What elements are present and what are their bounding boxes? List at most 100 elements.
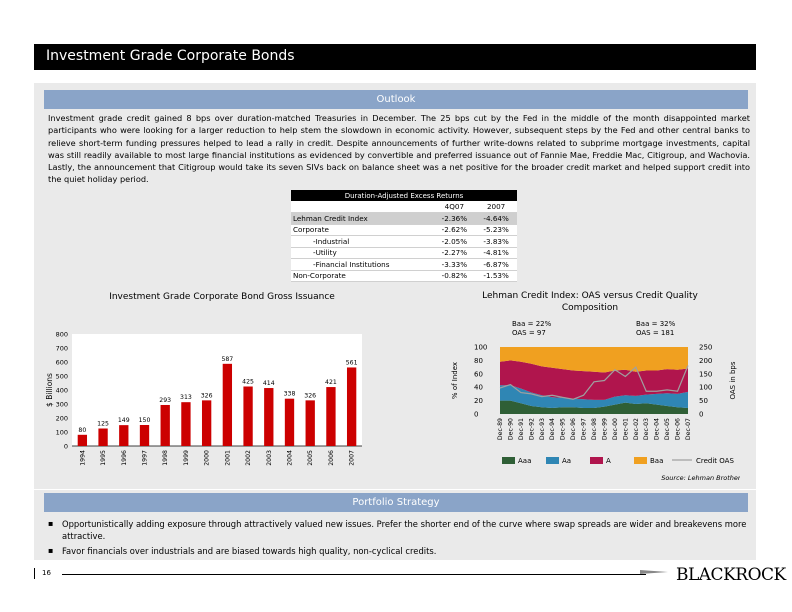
y-axis-label: $ Billions <box>45 373 54 407</box>
row-2007-value: -1.53% <box>475 270 517 282</box>
y-tick-label: 700 <box>56 345 68 353</box>
row-2007-value: -6.87% <box>475 258 517 271</box>
x-tick-label: 2006 <box>328 450 335 466</box>
row-2007-value: -3.83% <box>475 235 517 248</box>
x-tick-label: Dec-06 <box>675 418 682 440</box>
bar-value-label: 338 <box>284 391 296 398</box>
logo-arrow-icon <box>640 570 668 574</box>
legend-label: Baa <box>650 457 663 465</box>
row-4q07-value: -0.82% <box>433 270 476 282</box>
y-tick-label: 500 <box>56 373 68 381</box>
x-tick-label: Dec-03 <box>643 418 650 440</box>
table-row: -Industrial -2.05% -3.83% <box>291 235 517 248</box>
y-tick-label: 100 <box>56 429 68 437</box>
bar <box>160 404 170 446</box>
oas-2007-label: OAS = 181 <box>636 329 674 337</box>
row-label: Corporate <box>291 224 434 236</box>
bar-value-label: 125 <box>97 421 109 428</box>
table-row: -Financial Institutions -3.33% -6.87% <box>291 258 517 271</box>
legend-swatch <box>590 457 603 464</box>
bar-value-label: 561 <box>346 359 358 366</box>
bar <box>139 425 150 446</box>
legend-swatch <box>502 457 515 464</box>
page-number: 16 <box>42 569 51 577</box>
row-label: -Financial Institutions <box>291 258 434 271</box>
bar-value-label: 313 <box>180 394 192 401</box>
y-tick-label: 20 <box>474 397 483 405</box>
x-tick-label: Dec-05 <box>664 418 671 440</box>
y-tick-label: 100 <box>474 344 487 352</box>
title-bar: Investment Grade Corporate Bonds <box>34 44 756 70</box>
x-tick-label: 2000 <box>204 450 211 466</box>
x-tick-label: Dec-96 <box>570 418 577 440</box>
oas-1989-label: OAS = 97 <box>512 329 546 337</box>
x-tick-label: Dec-00 <box>612 418 619 440</box>
bar <box>305 400 315 446</box>
page-tick <box>34 568 35 579</box>
bar-value-label: 293 <box>159 397 171 404</box>
y-axis-label: % of Index <box>451 362 459 399</box>
y2-tick-label: 0 <box>699 411 703 419</box>
bar-value-label: 150 <box>139 417 151 424</box>
excess-returns-table: Duration-Adjusted Excess Returns 4Q07 20… <box>291 190 517 282</box>
bar-value-label: 421 <box>325 379 337 386</box>
x-tick-label: Dec-04 <box>654 418 661 440</box>
area-aa <box>500 385 688 408</box>
x-tick-label: 2002 <box>245 450 252 466</box>
x-tick-label: Dec-97 <box>581 418 588 440</box>
bar <box>284 398 295 446</box>
legend-swatch <box>634 457 647 464</box>
x-tick-label: 1998 <box>162 450 169 466</box>
bar <box>326 387 336 446</box>
x-tick-label: Dec-90 <box>507 418 514 440</box>
row-2007-value: -5.23% <box>475 224 517 236</box>
y2-tick-label: 200 <box>699 357 712 365</box>
outlook-text: Investment grade credit gained 8 bps ove… <box>48 113 750 185</box>
y-tick-label: 0 <box>474 411 478 419</box>
row-4q07-value: -2.36% <box>433 212 476 225</box>
issuance-chart-title: Investment Grade Corporate Bond Gross Is… <box>109 292 335 302</box>
table-row: Non-Corporate -0.82% -1.53% <box>291 270 517 282</box>
x-tick-label: 1995 <box>100 450 107 466</box>
y-tick-label: 80 <box>474 357 483 365</box>
y2-tick-label: 100 <box>699 384 712 392</box>
table-row: Lehman Credit Index -2.36% -4.64% <box>291 212 517 225</box>
bar <box>119 425 129 446</box>
footer-rule <box>62 574 646 575</box>
bar-value-label: 587 <box>221 356 233 363</box>
row-2007-value: -4.81% <box>475 247 517 259</box>
bar-value-label: 326 <box>201 392 213 399</box>
strategy-heading: Portfolio Strategy <box>44 493 748 512</box>
issuance-bar-chart: $ Billions 0 100 200 300 400 500 600 700 800 80 199… <box>45 331 362 466</box>
row-2007-value: -4.64% <box>475 212 517 225</box>
baa-2007-label: Baa = 32% <box>636 320 676 328</box>
y2-tick-label: 50 <box>699 397 708 405</box>
row-label: Lehman Credit Index <box>291 212 434 225</box>
bar <box>222 363 233 446</box>
bar <box>77 434 88 446</box>
y-tick-label: 800 <box>56 331 68 339</box>
y-tick-label: 0 <box>64 443 68 451</box>
x-tick-label: Dec-93 <box>539 418 546 440</box>
bar <box>346 367 357 446</box>
legend-swatch <box>546 457 559 464</box>
y2-tick-label: 150 <box>699 370 712 378</box>
plot-area <box>72 334 362 446</box>
y-tick-label: 200 <box>56 415 68 423</box>
composition-chart-title: Lehman Credit Index: OAS versus Credit Q… <box>482 291 698 313</box>
x-tick-label: 1996 <box>121 450 128 466</box>
row-4q07-value: -2.62% <box>433 224 476 236</box>
row-label: Non-Corporate <box>291 270 434 282</box>
bar-value-label: 80 <box>78 427 86 434</box>
x-tick-label: 2007 <box>349 450 356 466</box>
bar <box>243 386 253 446</box>
x-tick-label: Dec-91 <box>518 418 525 440</box>
x-tick-label: 1999 <box>183 450 190 466</box>
row-4q07-value: -2.27% <box>433 247 476 259</box>
x-tick-label: Dec-89 <box>497 418 504 440</box>
composition-area-chart: Baa = 22%OAS = 97 Baa = 32%OAS = 181 % of … <box>451 320 740 482</box>
strategy-bullet: Favor financials over industrials and ar… <box>48 545 748 557</box>
bar <box>201 400 212 446</box>
column-header-4q07: 4Q07 <box>433 201 476 213</box>
legend-label: Credit OAS <box>696 457 734 465</box>
